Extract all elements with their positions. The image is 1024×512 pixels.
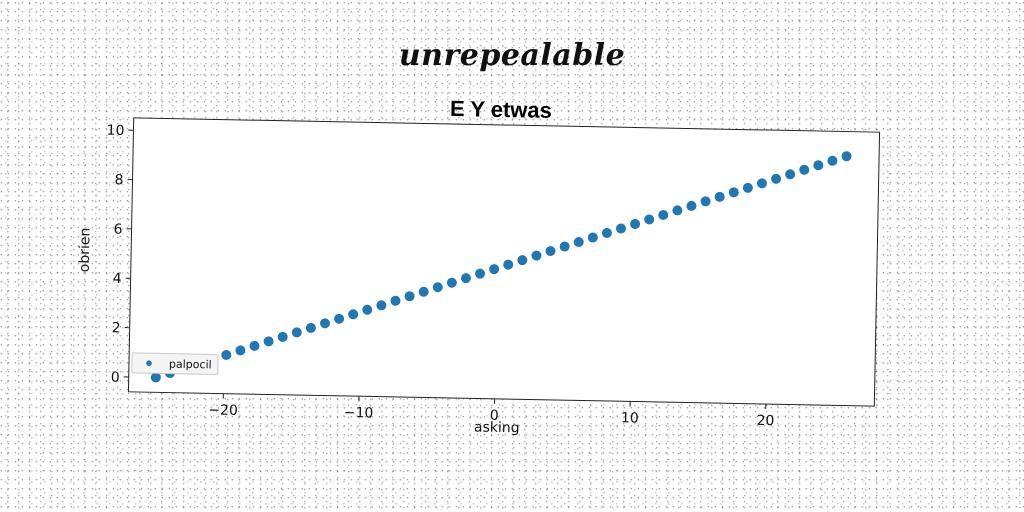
data-point bbox=[150, 372, 161, 383]
y-tick-label: 6 bbox=[113, 222, 122, 238]
data-point bbox=[277, 331, 288, 342]
data-point bbox=[460, 273, 471, 284]
y-tick-label: 2 bbox=[112, 320, 121, 336]
data-point bbox=[404, 291, 415, 302]
data-point bbox=[658, 209, 669, 220]
data-point bbox=[263, 336, 274, 347]
figure-suptitle: unrepealable bbox=[398, 38, 626, 73]
data-point bbox=[785, 169, 796, 180]
data-point bbox=[291, 327, 302, 338]
x-axis-label: asking bbox=[474, 419, 520, 436]
data-point bbox=[644, 214, 655, 225]
data-point bbox=[475, 268, 486, 279]
data-point bbox=[334, 313, 345, 324]
y-tick-label: 8 bbox=[114, 172, 123, 188]
data-point bbox=[700, 196, 711, 207]
data-point bbox=[249, 340, 260, 351]
data-point bbox=[376, 300, 387, 311]
data-point bbox=[545, 246, 556, 257]
data-point bbox=[305, 322, 316, 333]
legend: palpocil bbox=[131, 352, 219, 375]
data-point bbox=[672, 205, 683, 216]
x-tick-label: −20 bbox=[208, 402, 238, 419]
data-point bbox=[348, 309, 359, 320]
data-point bbox=[771, 173, 782, 184]
data-point bbox=[235, 345, 246, 356]
data-point bbox=[362, 304, 373, 315]
data-point bbox=[756, 178, 767, 189]
data-point bbox=[728, 187, 739, 198]
data-point bbox=[559, 241, 570, 252]
data-point bbox=[686, 200, 697, 211]
data-point bbox=[573, 237, 584, 248]
data-point bbox=[799, 164, 810, 175]
data-point bbox=[742, 182, 753, 193]
data-point bbox=[446, 277, 457, 288]
data-point bbox=[827, 155, 838, 166]
data-point bbox=[221, 349, 232, 360]
x-tick-label: 0 bbox=[490, 408, 499, 424]
x-tick-label: 20 bbox=[756, 413, 774, 429]
data-point bbox=[714, 191, 725, 202]
data-point bbox=[432, 282, 443, 293]
legend-marker bbox=[146, 360, 152, 367]
data-point bbox=[531, 250, 542, 261]
x-tick-label: 10 bbox=[621, 410, 639, 426]
y-tick-label: 0 bbox=[111, 370, 120, 386]
scatter-points bbox=[150, 151, 852, 383]
data-point bbox=[418, 286, 429, 297]
data-point bbox=[503, 259, 514, 270]
chart-title: E Y etwas bbox=[450, 96, 552, 123]
x-tick-label: −10 bbox=[344, 405, 374, 422]
y-tick-label: 10 bbox=[106, 123, 124, 139]
data-point bbox=[319, 318, 330, 329]
y-axis-label: obrien bbox=[77, 228, 94, 273]
data-point bbox=[616, 223, 627, 234]
y-tick-label: 4 bbox=[113, 271, 122, 287]
legend-box bbox=[131, 352, 219, 375]
x-axis-ticks: −20 −10 0 10 20 bbox=[208, 393, 775, 429]
data-point bbox=[390, 295, 401, 306]
data-point bbox=[841, 151, 852, 162]
data-point bbox=[587, 232, 598, 243]
y-axis-ticks: 0 2 4 6 8 10 bbox=[106, 123, 134, 386]
data-point bbox=[630, 218, 641, 229]
data-point bbox=[813, 160, 824, 171]
data-point bbox=[489, 264, 500, 275]
legend-label: palpocil bbox=[169, 358, 212, 372]
data-point bbox=[601, 228, 612, 239]
data-point bbox=[517, 255, 528, 266]
